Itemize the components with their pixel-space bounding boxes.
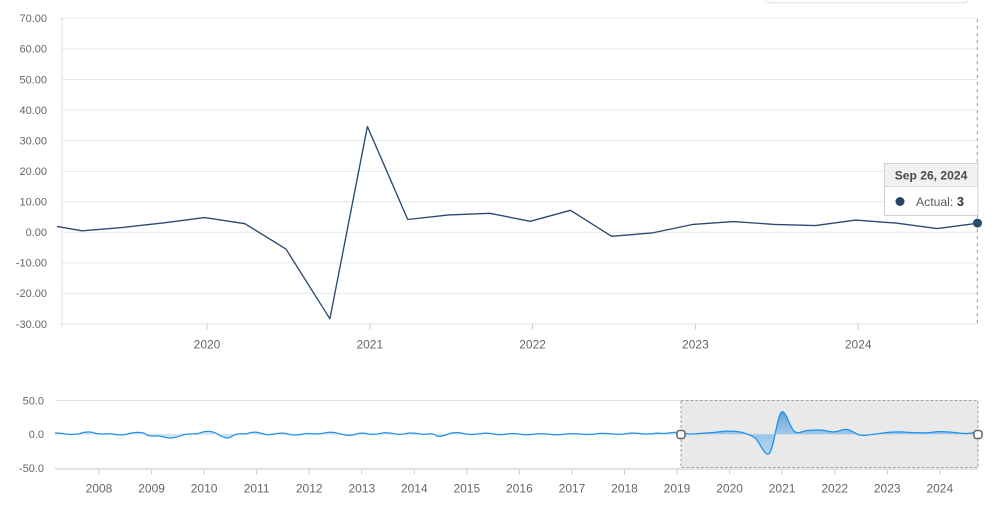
svg-text:-50.0: -50.0 <box>19 463 44 475</box>
svg-text:2013: 2013 <box>348 482 375 496</box>
svg-text:40.00: 40.00 <box>19 105 47 117</box>
svg-text:2011: 2011 <box>244 482 270 496</box>
svg-text:2022: 2022 <box>519 338 546 352</box>
svg-text:2015: 2015 <box>453 482 480 496</box>
svg-text:2010: 2010 <box>191 482 218 496</box>
svg-text:2012: 2012 <box>296 482 323 496</box>
svg-text:2023: 2023 <box>682 338 709 352</box>
svg-text:30.00: 30.00 <box>19 135 47 147</box>
svg-text:2021: 2021 <box>769 482 796 496</box>
svg-text:2014: 2014 <box>401 482 428 496</box>
svg-text:2020: 2020 <box>194 338 221 352</box>
svg-text:2020: 2020 <box>716 482 743 496</box>
svg-text:-10.00: -10.00 <box>16 258 47 270</box>
svg-text:2016: 2016 <box>506 482 533 496</box>
svg-text:3: 3 <box>957 195 964 209</box>
svg-text:2022: 2022 <box>821 482 848 496</box>
svg-text:Sep 26, 2024: Sep 26, 2024 <box>895 169 968 183</box>
svg-text:2024: 2024 <box>845 338 872 352</box>
svg-text:2017: 2017 <box>559 482 586 496</box>
svg-text:0.00: 0.00 <box>26 227 47 239</box>
svg-text:-30.00: -30.00 <box>16 319 47 331</box>
svg-text:0.0: 0.0 <box>29 429 44 441</box>
svg-text:2008: 2008 <box>86 482 113 496</box>
svg-text:2023: 2023 <box>874 482 901 496</box>
svg-text:70.00: 70.00 <box>19 13 47 25</box>
svg-text:2019: 2019 <box>664 482 691 496</box>
svg-text:2009: 2009 <box>138 482 165 496</box>
svg-text:-20.00: -20.00 <box>16 288 47 300</box>
svg-text:Actual:: Actual: <box>916 195 953 209</box>
svg-text:10.00: 10.00 <box>19 197 47 209</box>
svg-text:50.0: 50.0 <box>23 395 44 407</box>
svg-text:60.00: 60.00 <box>19 44 47 56</box>
svg-text:2018: 2018 <box>611 482 638 496</box>
svg-text:2021: 2021 <box>356 338 383 352</box>
svg-text:2024: 2024 <box>926 482 953 496</box>
svg-text:20.00: 20.00 <box>19 166 47 178</box>
svg-text:50.00: 50.00 <box>19 74 47 86</box>
